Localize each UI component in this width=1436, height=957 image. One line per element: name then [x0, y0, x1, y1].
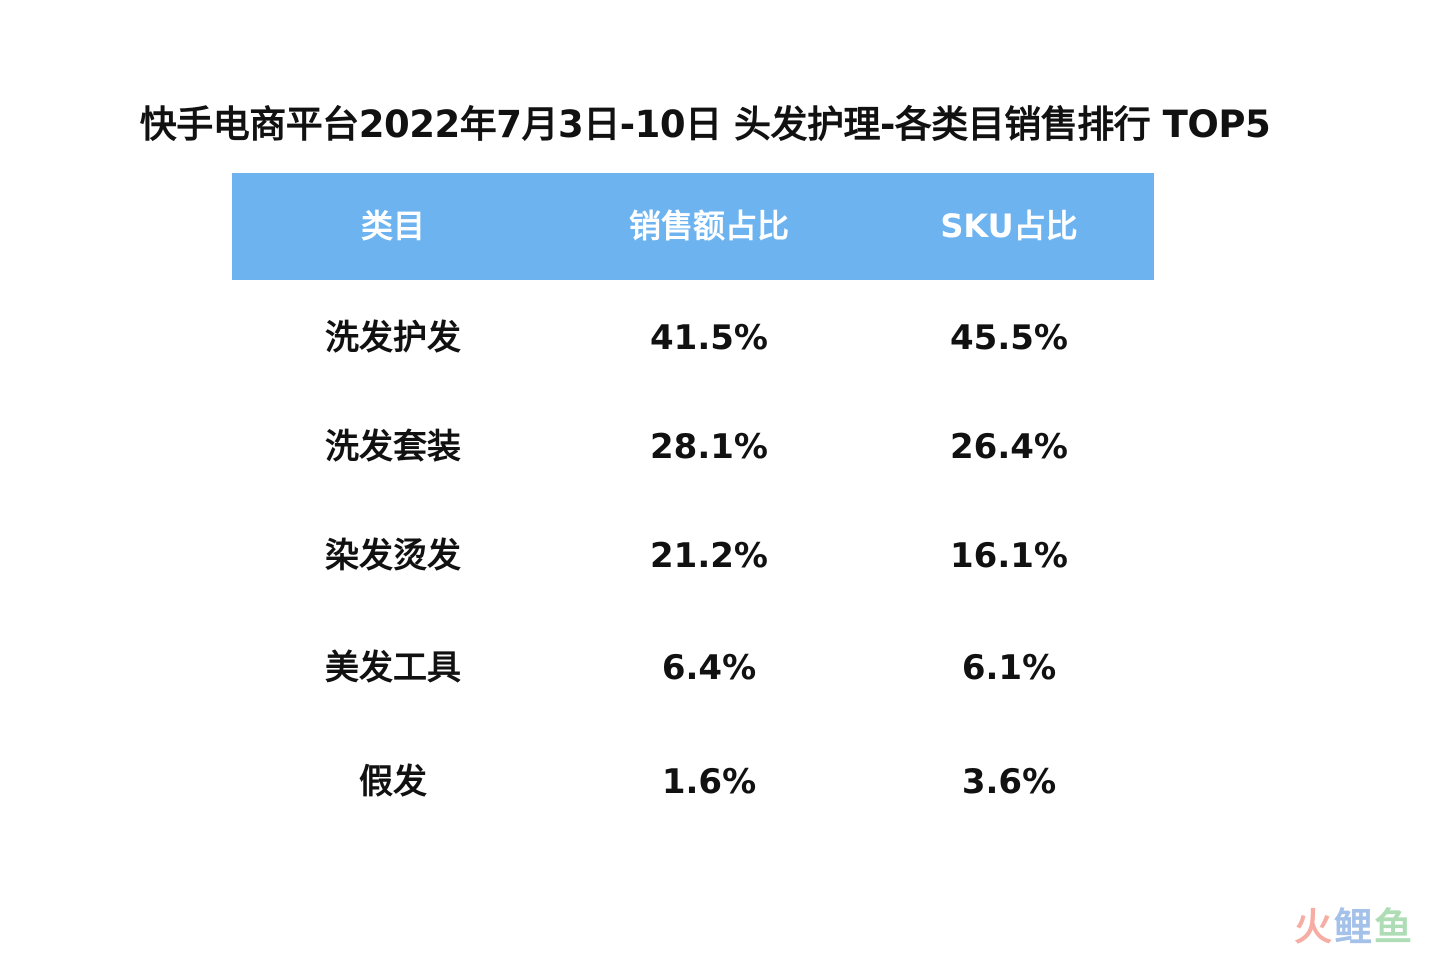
cell-category: 染发烫发	[325, 536, 461, 576]
header-sku-share: SKU占比	[940, 207, 1078, 245]
header-sales-share: 销售额占比	[628, 207, 789, 245]
cell-sku-share: 45.5%	[950, 318, 1068, 358]
cell-sku-share: 6.1%	[961, 648, 1057, 688]
watermark-char: 鱼	[1373, 905, 1414, 949]
table-header-row: 类目 销售额占比 SKU占比	[232, 173, 1154, 280]
cell-category: 洗发套装	[325, 427, 461, 467]
cell-sales-share: 21.2%	[650, 536, 768, 576]
table-row: 洗发套装 28.1% 26.4%	[232, 417, 1154, 477]
cell-sales-share: 28.1%	[650, 427, 768, 467]
header-category: 类目	[360, 207, 425, 245]
cell-sales-share: 1.6%	[661, 762, 757, 802]
cell-sku-share: 26.4%	[950, 427, 1068, 467]
cell-category: 假发	[359, 762, 427, 802]
cell-sales-share: 41.5%	[650, 318, 768, 358]
watermark-char: 火	[1293, 905, 1334, 949]
table-row: 染发烫发 21.2% 16.1%	[232, 526, 1154, 586]
cell-sales-share: 6.4%	[661, 648, 757, 688]
cell-sku-share: 16.1%	[950, 536, 1068, 576]
ranking-table: 类目 销售额占比 SKU占比 洗发护发 41.5% 45.5% 洗发套装 28.…	[232, 173, 1154, 802]
watermark-char: 鲤	[1333, 905, 1374, 949]
chart-title: 快手电商平台2022年7月3日-10日 头发护理-各类目销售排行 TOP5	[139, 103, 1271, 146]
cell-category: 美发工具	[325, 648, 461, 688]
table-row: 美发工具 6.4% 6.1%	[232, 638, 1154, 698]
cell-category: 洗发护发	[325, 318, 461, 358]
table-row: 洗发护发 41.5% 45.5%	[232, 308, 1154, 368]
watermark-logo: 火鲤鱼	[1294, 896, 1414, 951]
cell-sku-share: 3.6%	[961, 762, 1057, 802]
table-row: 假发 1.6% 3.6%	[232, 752, 1154, 812]
